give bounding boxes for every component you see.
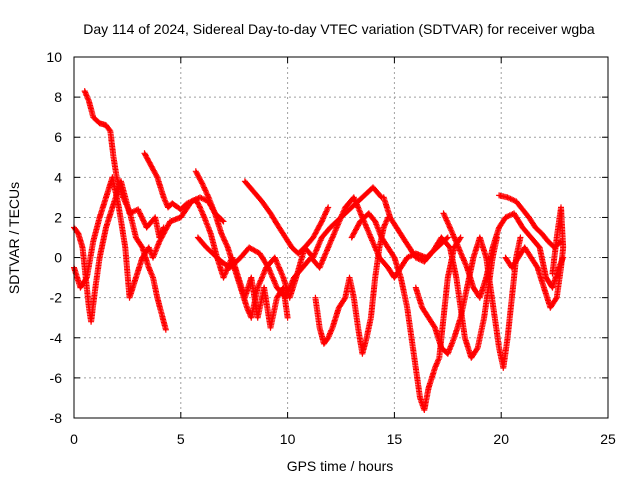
series-trace-2 <box>81 88 169 333</box>
x-tick-label: 5 <box>177 431 185 447</box>
x-tick-label: 15 <box>387 431 403 447</box>
series-trace-4 <box>141 150 291 331</box>
data-markers <box>440 210 567 301</box>
y-tick-label: 10 <box>46 49 62 65</box>
x-tick-label: 10 <box>280 431 296 447</box>
data-markers <box>502 204 567 311</box>
data-series <box>71 88 567 413</box>
series-trace-14 <box>502 204 567 311</box>
series-trace-12 <box>440 210 567 301</box>
data-markers <box>241 178 332 257</box>
y-axis-label: SDTVAR / TECUs <box>6 182 22 294</box>
x-tick-label: 25 <box>600 431 616 447</box>
y-tick-label: -2 <box>50 290 63 306</box>
series-trace-7 <box>241 178 332 257</box>
y-tick-label: 4 <box>54 169 62 185</box>
x-axis-label: GPS time / hours <box>287 458 394 474</box>
series-trace-6 <box>194 194 451 301</box>
series-trace-9 <box>348 210 464 413</box>
data-markers <box>412 234 524 371</box>
data-markers <box>81 88 169 333</box>
data-markers <box>141 150 291 331</box>
y-tick-label: 6 <box>54 129 62 145</box>
data-markers <box>194 194 451 301</box>
data-markers <box>312 214 391 357</box>
y-tick-label: -8 <box>50 410 63 426</box>
y-tick-label: -6 <box>50 370 63 386</box>
y-tick-label: -4 <box>50 330 63 346</box>
grid-lines <box>74 57 608 418</box>
chart-title: Day 114 of 2024, Sidereal Day-to-day VTE… <box>83 21 595 37</box>
y-tick-label: 2 <box>54 209 62 225</box>
x-tick-label: 20 <box>493 431 509 447</box>
data-markers <box>348 210 464 413</box>
y-tick-label: 8 <box>54 89 62 105</box>
series-trace-8 <box>312 214 391 357</box>
y-tick-label: 0 <box>54 250 62 266</box>
plot-area-frame <box>73 56 609 419</box>
series-trace-11 <box>412 234 524 371</box>
x-tick-label: 0 <box>70 431 78 447</box>
axis-ticks: 0 5 10 15 20 25 -8 -6 -4 -2 0 2 4 6 8 10 <box>46 49 616 447</box>
